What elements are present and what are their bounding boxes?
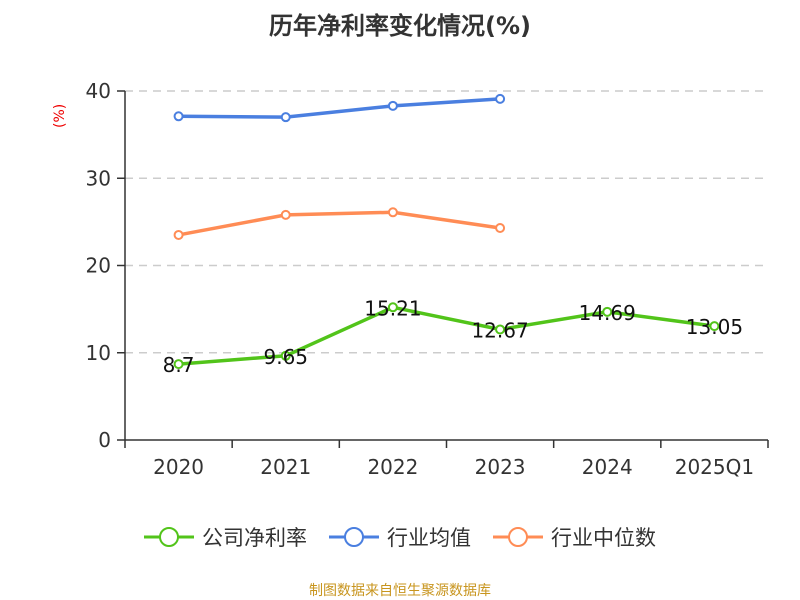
series-line-0 [178, 305, 715, 366]
data-point [173, 359, 184, 370]
source-note: 制图数据来自恒生聚源数据库 [309, 583, 491, 599]
y-tick-label: 10 [86, 341, 111, 365]
legend-marker-icon [329, 527, 379, 547]
data-point [280, 209, 291, 220]
legend-marker-icon [493, 527, 543, 547]
x-tick-label: 2023 [475, 455, 526, 479]
data-point [280, 350, 291, 361]
data-label: 9.65 [263, 345, 308, 369]
legend-label: 公司净利率 [202, 526, 307, 550]
data-label: 14.69 [579, 301, 636, 325]
data-point [387, 100, 398, 111]
chart-title: 历年净利率变化情况(%) [269, 12, 531, 40]
series-line-2 [178, 210, 501, 237]
legend-item[interactable]: 行业均值 [329, 522, 471, 552]
data-point [387, 207, 398, 218]
x-tick-label: 2020 [153, 455, 204, 479]
data-point [495, 324, 506, 335]
x-tick-label: 2025Q1 [675, 455, 754, 479]
y-tick-label: 30 [86, 166, 111, 190]
legend-marker-icon [144, 527, 194, 547]
data-label: 12.67 [471, 318, 528, 342]
legend-item[interactable]: 公司净利率 [144, 522, 307, 552]
legend-item[interactable]: 行业中位数 [493, 522, 656, 552]
data-point [495, 93, 506, 104]
y-tick-label: 40 [86, 79, 111, 103]
legend-label: 行业均值 [387, 526, 471, 550]
y-tick-label: 0 [98, 428, 111, 452]
series-line-1 [178, 97, 501, 119]
x-tick-label: 2022 [367, 455, 418, 479]
data-point [387, 302, 398, 313]
x-tick-label: 2021 [260, 455, 311, 479]
data-point [495, 222, 506, 233]
data-point [602, 306, 613, 317]
legend-label: 行业中位数 [551, 526, 656, 550]
data-point [280, 112, 291, 123]
x-tick-label: 2024 [582, 455, 633, 479]
data-point [173, 229, 184, 240]
data-label: 15.21 [364, 296, 421, 320]
data-label: 13.05 [686, 315, 743, 339]
y-tick-label: 20 [86, 254, 111, 278]
data-point [709, 321, 720, 332]
data-point [173, 111, 184, 122]
legend: 公司净利率 行业均值 行业中位数 [0, 522, 800, 552]
data-label: 8.7 [163, 353, 195, 377]
